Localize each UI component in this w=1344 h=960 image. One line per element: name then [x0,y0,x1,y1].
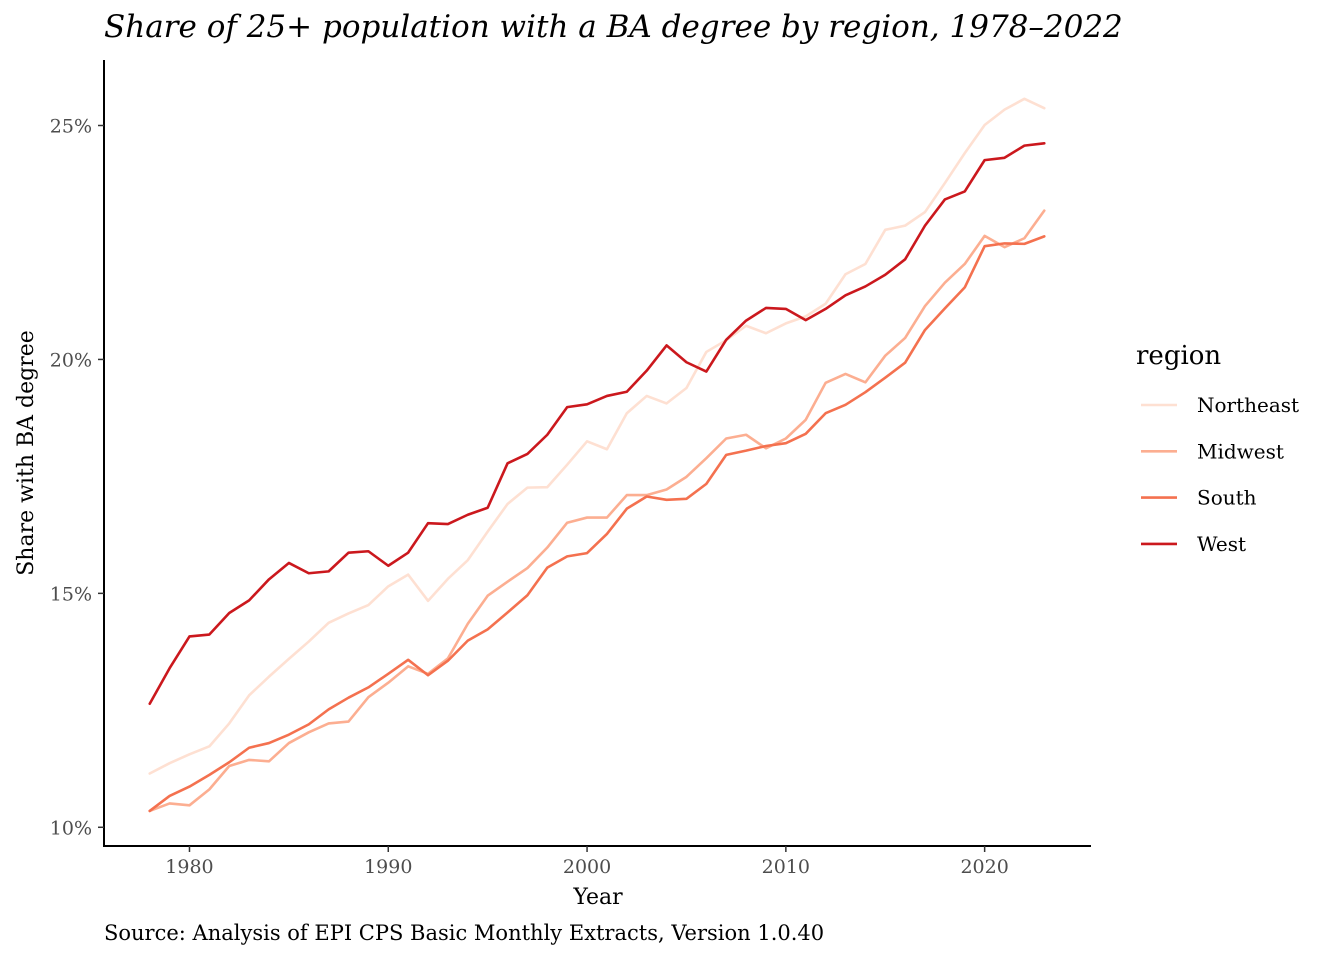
x-axis-ticks: 1980 1990 2000 2010 2020 [165,846,1009,878]
series-line-west [148,141,1046,706]
legend-item-south: South [1141,486,1257,510]
x-axis-title: Year [572,885,623,910]
legend-label: South [1197,486,1257,510]
plot-series [148,97,1046,813]
series-line-northeast [148,97,1046,775]
legend-items: Northeast Midwest South West [1141,393,1299,556]
legend-item-west: West [1141,532,1246,556]
chart-title: Share of 25+ population with a BA degree… [104,9,1123,45]
y-tick-label: 10% [50,817,92,839]
y-tick-label: 20% [50,349,92,371]
series-line-midwest [148,209,1046,813]
x-tick-label: 2020 [960,856,1008,878]
legend: region Northeast Midwest South West [1136,341,1299,556]
legend-label: Northeast [1197,393,1299,417]
y-axis-title: Share with BA degree [14,330,39,576]
x-tick-label: 1990 [364,856,412,878]
legend-item-midwest: Midwest [1141,439,1284,463]
series-line-south [148,235,1046,813]
legend-label: Midwest [1197,439,1284,463]
x-tick-label: 1980 [165,856,213,878]
legend-item-northeast: Northeast [1141,393,1299,417]
y-axis-ticks: 10% 15% 20% 25% [50,116,104,839]
legend-label: West [1197,532,1246,556]
legend-title: region [1136,341,1221,371]
y-tick-label: 25% [50,116,92,138]
chart-caption: Source: Analysis of EPI CPS Basic Monthl… [104,921,824,945]
y-tick-label: 15% [50,583,92,605]
x-tick-label: 2000 [563,856,611,878]
x-tick-label: 2010 [762,856,810,878]
